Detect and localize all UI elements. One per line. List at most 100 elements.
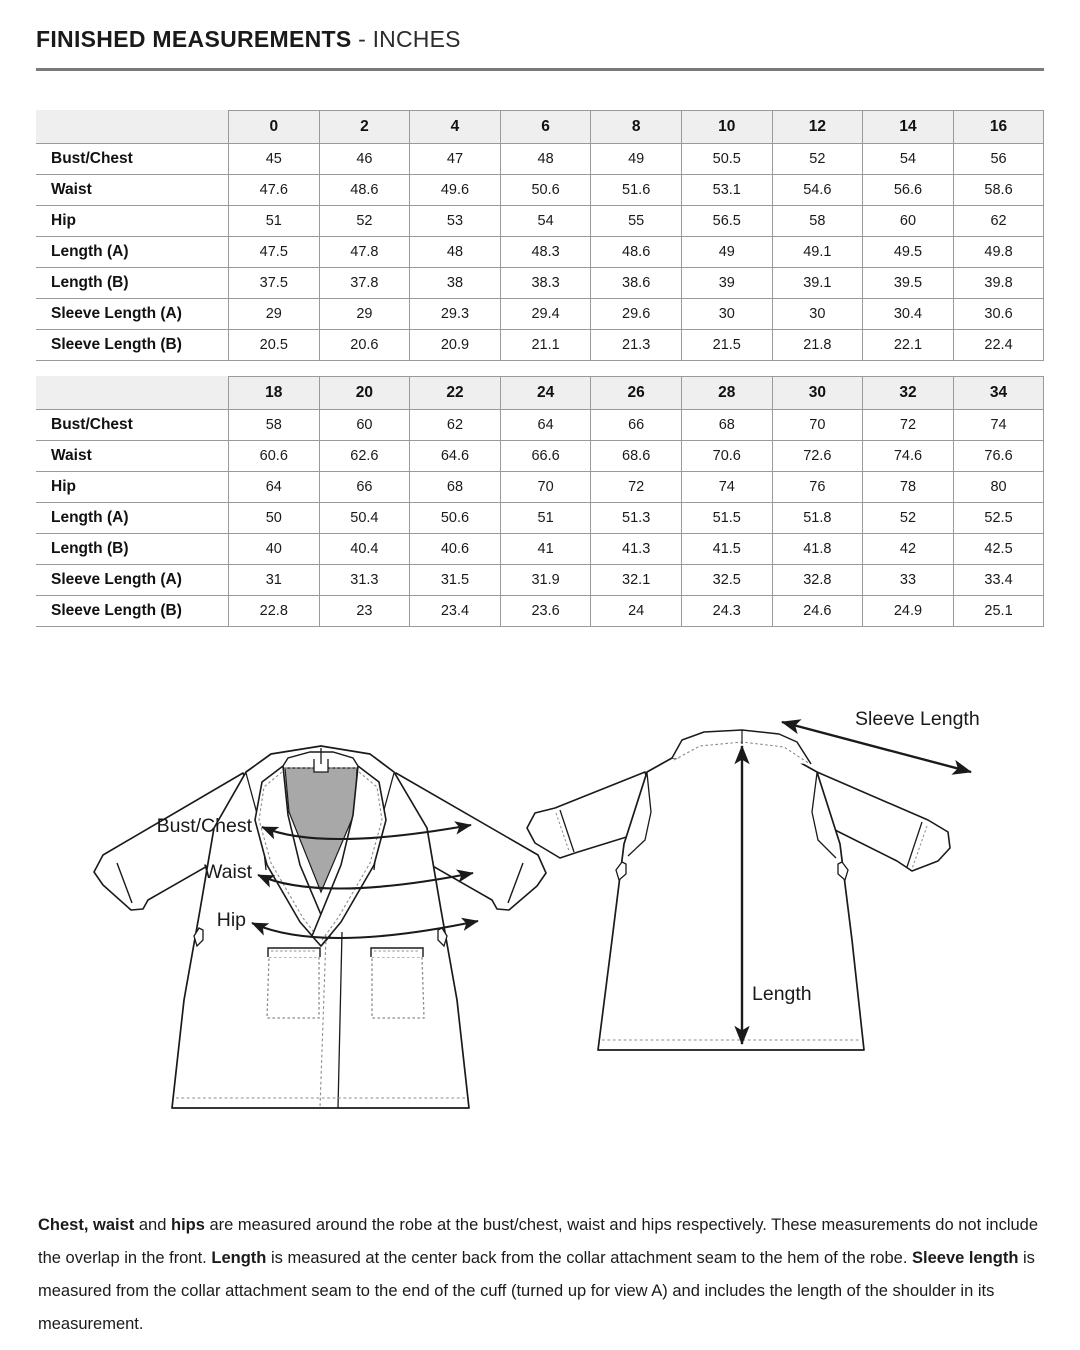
measurement-cell: 64 xyxy=(499,409,592,441)
row-label: Bust/Chest xyxy=(36,409,229,441)
measurement-cell: 56.6 xyxy=(862,174,954,206)
measurement-cell: 51.3 xyxy=(590,502,682,534)
footnote-bold-sleeve-length: Sleeve length xyxy=(912,1248,1019,1267)
back-right-sleeve-stitch xyxy=(911,825,928,870)
measurement-cell: 47.8 xyxy=(318,236,411,268)
front-left-cuff-fold xyxy=(116,862,133,904)
row-label: Sleeve Length (B) xyxy=(36,595,229,627)
measurement-cell: 21.5 xyxy=(680,329,773,361)
measurement-cell: 40.4 xyxy=(318,533,411,565)
measurement-cell: 37.5 xyxy=(228,267,320,299)
robe-technical-diagram: Bust/Chest Waist Hip xyxy=(0,660,1080,1180)
measurement-cell: 40 xyxy=(228,533,320,565)
measurement-cell: 74.6 xyxy=(862,440,954,472)
measurement-cell: 47.5 xyxy=(228,236,320,268)
back-right-cuff-fold xyxy=(906,821,923,868)
measurement-cell: 38.6 xyxy=(590,267,682,299)
waist-label: Waist xyxy=(204,861,253,883)
measurement-cell: 76 xyxy=(771,471,864,503)
front-placket-right xyxy=(337,931,343,1109)
size-header: 10 xyxy=(680,110,773,144)
measurement-cell: 50.4 xyxy=(318,502,411,534)
footnote-text: and xyxy=(134,1215,171,1234)
measurement-cell: 64.6 xyxy=(409,440,501,472)
measurement-cell: 30 xyxy=(680,298,773,330)
table-header-row: 0 2 4 6 8 10 12 14 16 xyxy=(36,110,1045,144)
measurement-cell: 74 xyxy=(952,409,1045,441)
measurement-cell: 78 xyxy=(862,471,954,503)
robe-back-view: Length Sleeve Length xyxy=(526,708,980,1051)
back-right-belt-loop xyxy=(837,861,849,882)
measurement-cell: 66 xyxy=(590,409,682,441)
measurement-cell: 42.5 xyxy=(952,533,1045,565)
measurement-cell: 53.1 xyxy=(680,174,773,206)
measurement-cell: 39.1 xyxy=(771,267,864,299)
table-row: Length (B) 40 40.4 40.6 41 41.3 41.5 41.… xyxy=(36,533,1045,565)
bust-chest-arrow xyxy=(261,821,472,841)
measurement-cell: 24.3 xyxy=(680,595,773,627)
measurement-cell: 48 xyxy=(409,236,501,268)
length-label: Length xyxy=(752,983,812,1005)
measurement-cell: 70 xyxy=(499,471,592,503)
measurement-cell: 62.6 xyxy=(318,440,411,472)
measurement-cell: 58.6 xyxy=(952,174,1045,206)
table-row: Sleeve Length (B) 22.8 23 23.4 23.6 24 2… xyxy=(36,595,1045,627)
measurement-cell: 48.3 xyxy=(499,236,592,268)
measurement-cell: 30.6 xyxy=(952,298,1045,330)
table-corner-cell xyxy=(36,110,229,144)
measurement-cell: 49 xyxy=(590,143,682,175)
size-header: 2 xyxy=(318,110,411,144)
front-hanging-loop xyxy=(313,759,329,773)
measurement-cell: 22.8 xyxy=(228,595,320,627)
measurement-cell: 50.6 xyxy=(409,502,501,534)
measurement-cell: 23 xyxy=(318,595,411,627)
measurement-cell: 70 xyxy=(771,409,864,441)
table-row: Sleeve Length (B) 20.5 20.6 20.9 21.1 21… xyxy=(36,329,1045,361)
measurement-cell: 60.6 xyxy=(228,440,320,472)
measurement-cell: 49 xyxy=(680,236,773,268)
measurement-cell: 39.8 xyxy=(952,267,1045,299)
size-header: 24 xyxy=(499,376,592,410)
measurement-cell: 60 xyxy=(862,205,954,237)
measurement-cell: 31.3 xyxy=(318,564,411,596)
measurement-cell: 22.1 xyxy=(862,329,954,361)
back-left-belt-loop xyxy=(615,861,627,882)
front-right-pocket xyxy=(371,956,425,1019)
size-header: 6 xyxy=(499,110,592,144)
page-title-unit: INCHES xyxy=(372,26,461,52)
measurement-cell: 24.9 xyxy=(862,595,954,627)
table-header: 18 20 22 24 26 28 30 32 34 xyxy=(36,376,1045,410)
sleeve-length-label: Sleeve Length xyxy=(855,708,980,730)
measurement-cell: 23.4 xyxy=(409,595,501,627)
footnote-text: is measured at the center back from the … xyxy=(266,1248,913,1267)
size-header: 0 xyxy=(228,110,320,144)
size-header: 28 xyxy=(680,376,773,410)
measurement-cell: 72.6 xyxy=(771,440,864,472)
measurement-cell: 62 xyxy=(409,409,501,441)
measurement-cell: 37.8 xyxy=(318,267,411,299)
table-row: Hip 51 52 53 54 55 56.5 58 60 62 xyxy=(36,205,1045,237)
measurement-cell: 20.9 xyxy=(409,329,501,361)
measurement-cell: 38 xyxy=(409,267,501,299)
table-row: Sleeve Length (A) 31 31.3 31.5 31.9 32.1… xyxy=(36,564,1045,596)
table-row: Waist 47.6 48.6 49.6 50.6 51.6 53.1 54.6… xyxy=(36,174,1045,206)
measurement-cell: 21.3 xyxy=(590,329,682,361)
footnote-bold-chest-waist: Chest, waist xyxy=(38,1215,135,1234)
table-body: Bust/Chest 58 60 62 64 66 68 70 72 74 Wa… xyxy=(36,409,1045,627)
measurement-cell: 30 xyxy=(771,298,864,330)
measurement-cell: 76.6 xyxy=(952,440,1045,472)
measurement-cell: 46 xyxy=(318,143,411,175)
table-row: Bust/Chest 45 46 47 48 49 50.5 52 54 56 xyxy=(36,143,1045,175)
back-left-sleeve-stitch xyxy=(555,812,570,852)
measurement-cell: 51.6 xyxy=(590,174,682,206)
measurement-cell: 22.4 xyxy=(952,329,1045,361)
measurement-cell: 38.3 xyxy=(499,267,592,299)
measurement-cell: 21.1 xyxy=(499,329,592,361)
sleeve-length-arrow xyxy=(781,719,972,775)
measurements-table-sizes-18-34: 18 20 22 24 26 28 30 32 34 Bust/Chest 58… xyxy=(36,376,1045,627)
measurement-cell: 29.3 xyxy=(409,298,501,330)
size-header: 16 xyxy=(952,110,1045,144)
size-header: 32 xyxy=(862,376,954,410)
measurement-cell: 41.8 xyxy=(771,533,864,565)
measurement-cell: 45 xyxy=(228,143,320,175)
